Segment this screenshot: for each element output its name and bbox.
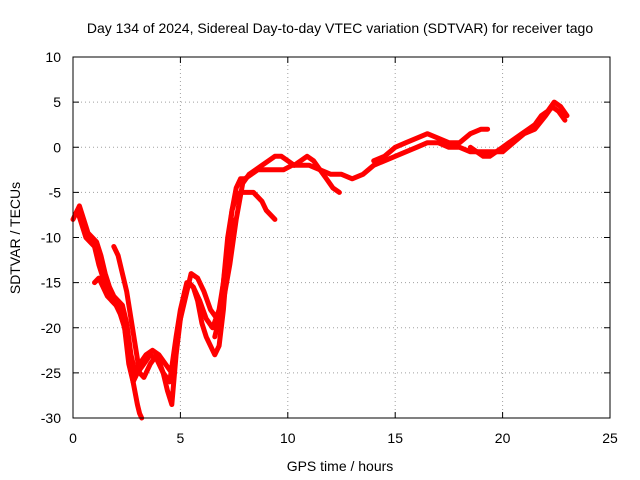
y-tick-label: -10	[41, 230, 61, 246]
data-series-5	[212, 189, 278, 340]
data-series-6	[467, 99, 570, 159]
y-tick-labels: 10 5 0 -5 -10 -15 -20 -25 -30	[41, 49, 61, 426]
data-series-7	[371, 126, 491, 164]
x-tick-label: 20	[495, 430, 511, 446]
x-tick-label: 5	[177, 430, 185, 446]
y-tick-label: -15	[41, 275, 61, 291]
data-series-3	[92, 275, 145, 421]
y-tick-label: 5	[53, 94, 61, 110]
y-tick-label: -5	[49, 184, 62, 200]
y-tick-label: -25	[41, 365, 61, 381]
x-tick-label: 15	[387, 430, 403, 446]
y-axis-label: SDTVAR / TECUs	[7, 182, 23, 294]
series-layer	[70, 99, 570, 421]
grid	[73, 57, 610, 418]
y-tick-label: -30	[41, 410, 61, 426]
chart-title: Day 134 of 2024, Sidereal Day-to-day VTE…	[87, 20, 594, 36]
x-tick-label: 0	[69, 430, 77, 446]
x-tick-label: 10	[280, 430, 296, 446]
data-series-4	[111, 216, 235, 407]
y-tick-label: 0	[53, 139, 61, 155]
x-tick-labels: 0 5 10 15 20 25	[69, 430, 618, 446]
x-tick-label: 25	[602, 430, 618, 446]
y-tick-label: -20	[41, 320, 61, 336]
plot-frame	[72, 56, 611, 419]
y-tick-label: 10	[45, 49, 61, 65]
data-series-2	[72, 153, 342, 376]
data-series-1	[70, 104, 568, 385]
x-axis-label: GPS time / hours	[287, 458, 394, 474]
